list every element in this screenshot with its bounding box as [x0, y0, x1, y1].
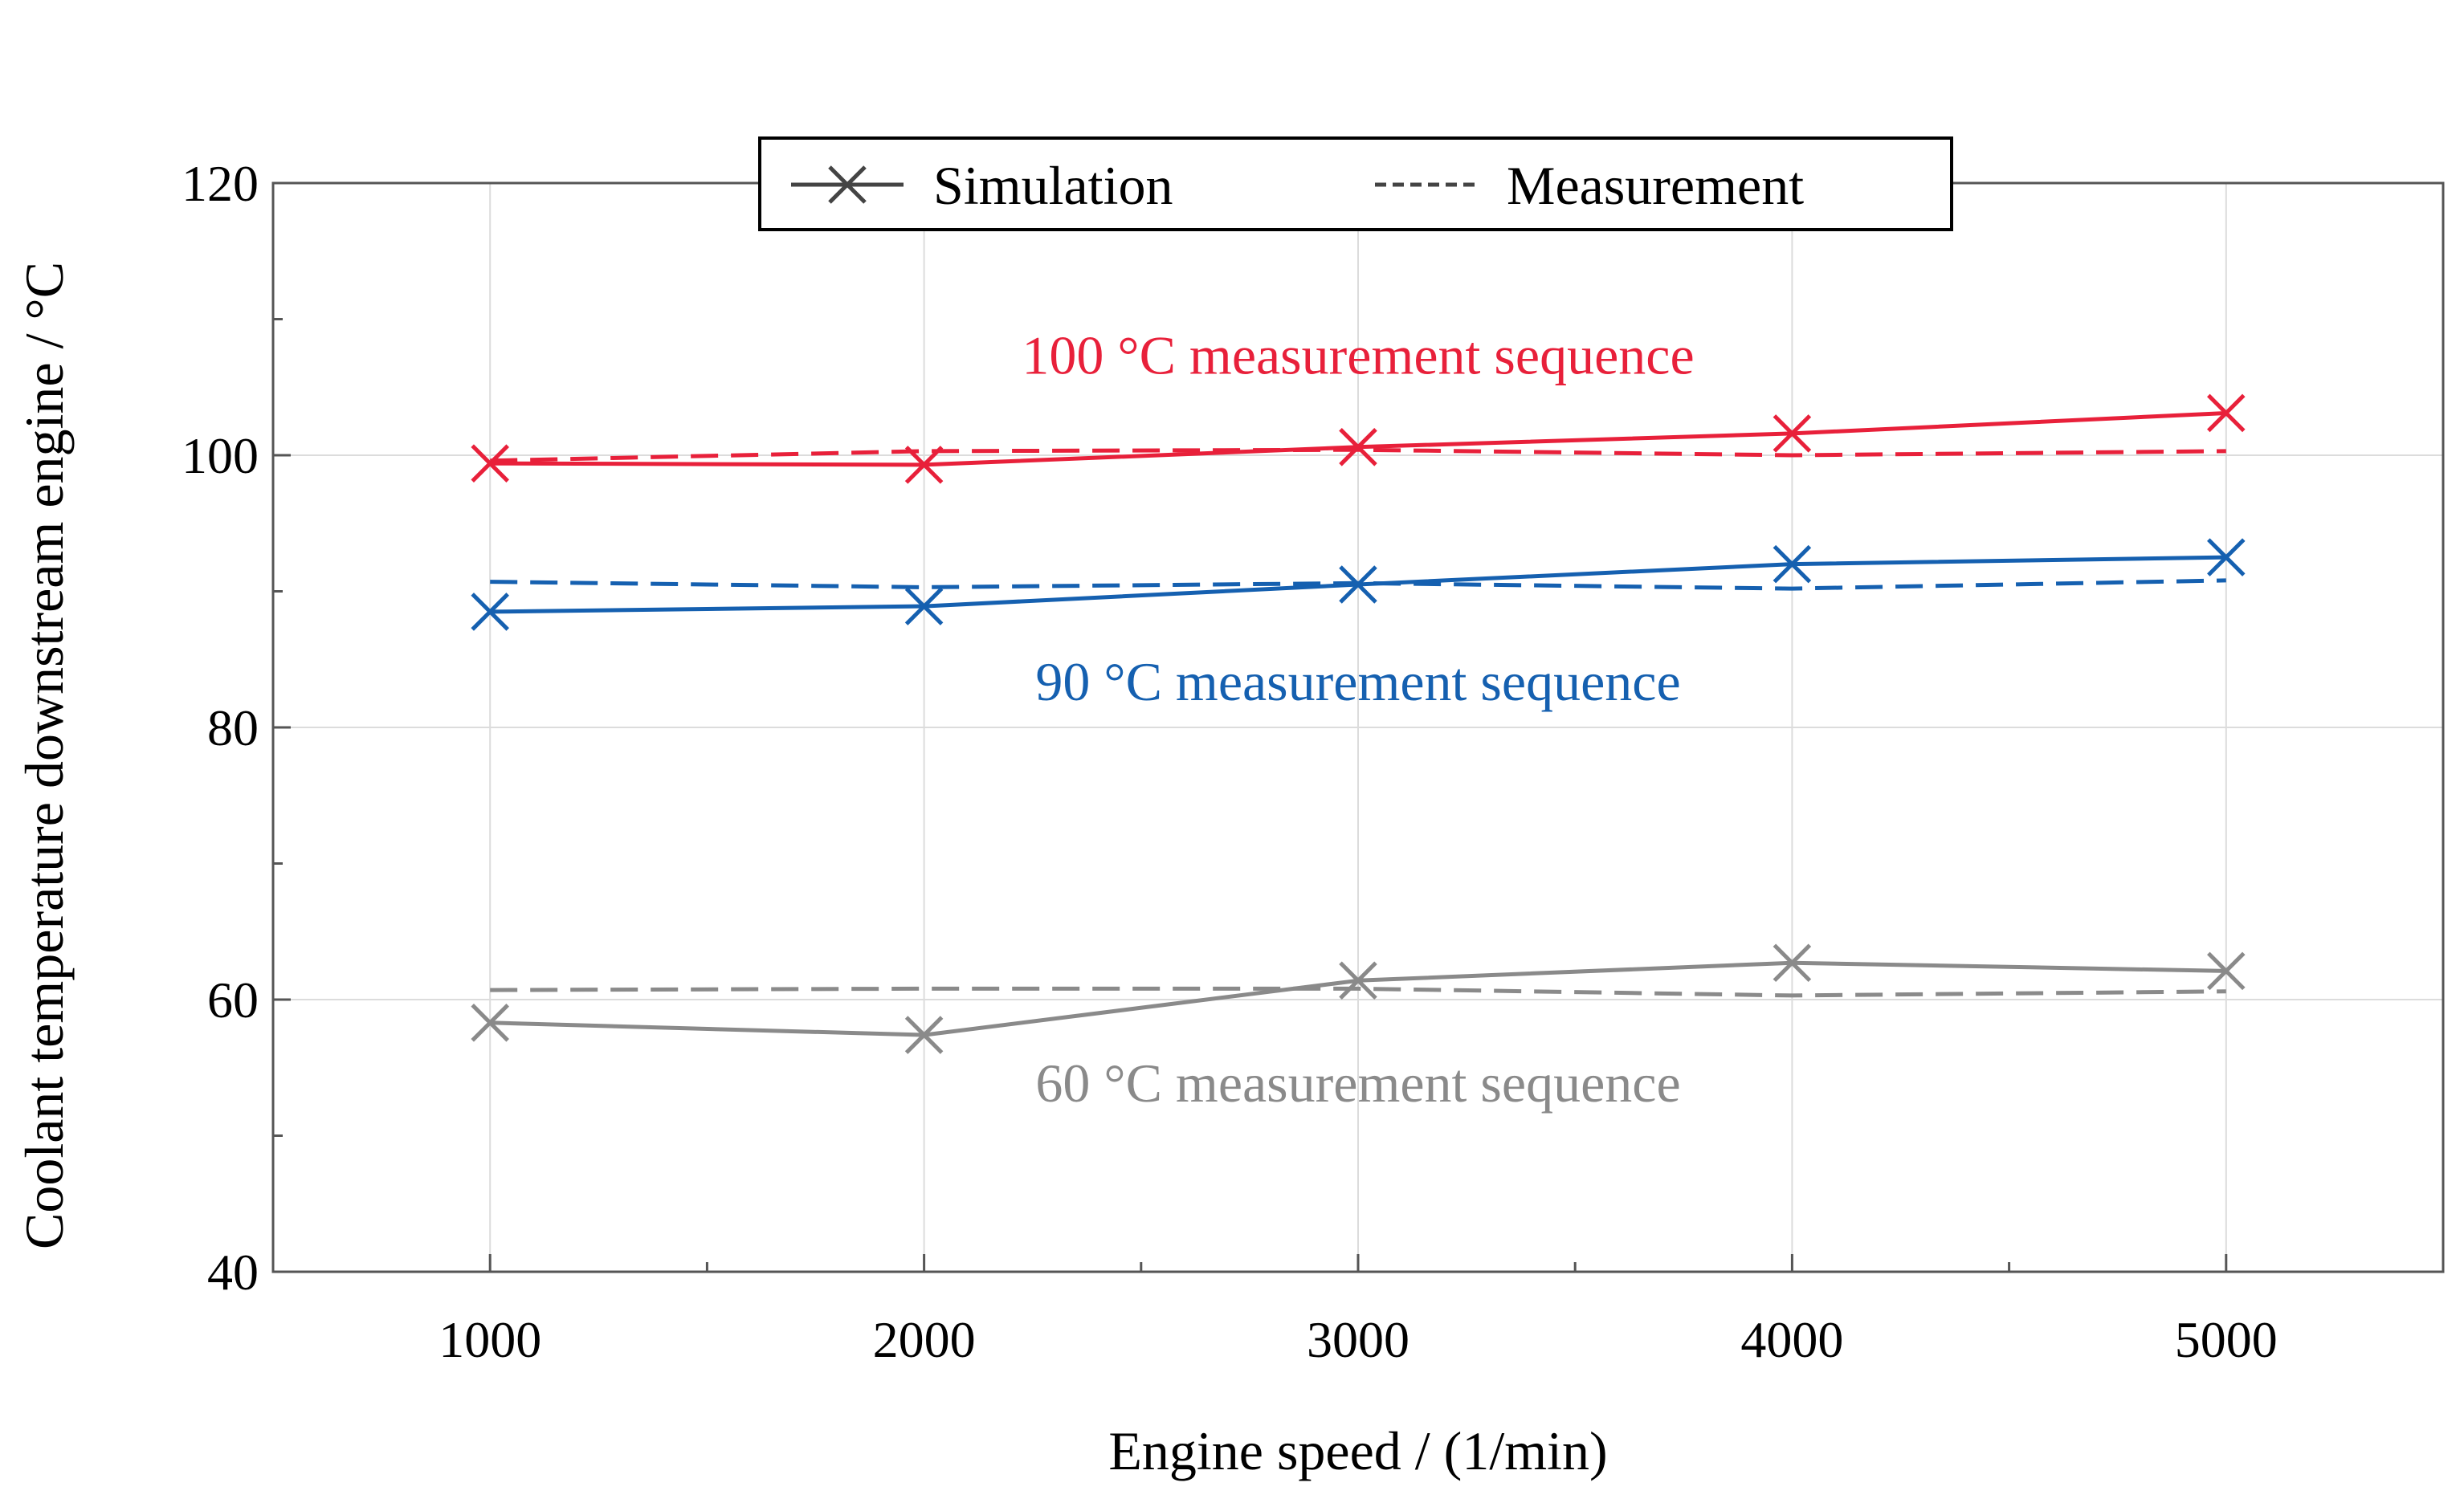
series-group — [471, 393, 2246, 1054]
x-marker-stroke — [471, 593, 509, 631]
legend: Simulation Measurement — [758, 136, 1953, 231]
annotation-label: 60 °C measurement sequence — [1035, 1053, 1680, 1114]
x-tick-label: 1000 — [439, 1311, 541, 1368]
data-point-90c-simulation — [904, 587, 944, 625]
x-tick-label: 4000 — [1740, 1311, 1843, 1368]
data-point-90c-simulation — [471, 593, 509, 631]
y-tick-label: 120 — [182, 155, 259, 212]
data-point-100c-simulation — [2207, 393, 2246, 433]
x-marker-stroke — [828, 165, 867, 204]
x-marker-stroke — [471, 444, 509, 483]
x-marker-stroke — [904, 1016, 944, 1054]
x-tick-label: 3000 — [1307, 1311, 1409, 1368]
series-line-60c-measurement — [490, 986, 2226, 998]
legend-simulation-x-marker-icon — [828, 165, 867, 204]
x-tick-label: 2000 — [873, 1311, 976, 1368]
data-point-60c-simulation — [904, 1016, 944, 1054]
x-axis-title: Engine speed / (1/min) — [1108, 1420, 1607, 1481]
series-line-90c-measurement — [490, 578, 2226, 591]
data-point-100c-simulation — [471, 444, 509, 483]
x-marker-stroke — [1339, 961, 1377, 1000]
legend-simulation-label: Simulation — [933, 155, 1173, 216]
data-point-60c-simulation — [1773, 943, 1812, 983]
annotation-label: 100 °C measurement sequence — [1022, 324, 1694, 385]
annotations: 100 °C measurement sequence 90 °C measure… — [1022, 324, 1694, 1114]
legend-box — [758, 136, 1953, 231]
x-marker-stroke — [2207, 538, 2246, 576]
annotation-label: 90 °C measurement sequence — [1035, 651, 1680, 712]
data-point-60c-simulation — [2207, 951, 2246, 991]
y-tick-label: 80 — [207, 699, 259, 756]
x-marker-stroke — [2207, 393, 2246, 433]
x-marker-stroke — [1773, 943, 1812, 983]
legend-measurement-label: Measurement — [1507, 155, 1804, 216]
x-marker-stroke — [904, 587, 944, 625]
x-marker-stroke — [2207, 951, 2246, 991]
y-tick-label: 40 — [207, 1244, 259, 1301]
x-marker-stroke — [471, 1004, 509, 1042]
x-marker-stroke — [1339, 428, 1377, 466]
data-point-90c-simulation — [2207, 538, 2246, 576]
y-axis-title: Coolant temperature downstream engine / … — [14, 262, 75, 1249]
x-marker-stroke — [1773, 544, 1812, 584]
axis-ticks: 1000 2000 3000 4000 5000 40 60 80 100 120 — [182, 155, 2278, 1368]
data-point-100c-simulation — [1339, 428, 1377, 466]
data-point-100c-simulation — [1773, 414, 1812, 453]
series-line-100c-measurement — [490, 447, 2226, 463]
data-point-60c-simulation — [1339, 961, 1377, 1000]
x-tick-label: 5000 — [2175, 1311, 2278, 1368]
x-marker-stroke — [1773, 414, 1812, 453]
data-point-60c-simulation — [471, 1004, 509, 1042]
data-point-90c-simulation — [1773, 544, 1812, 584]
y-tick-label: 100 — [182, 427, 259, 484]
y-tick-label: 60 — [207, 971, 259, 1028]
